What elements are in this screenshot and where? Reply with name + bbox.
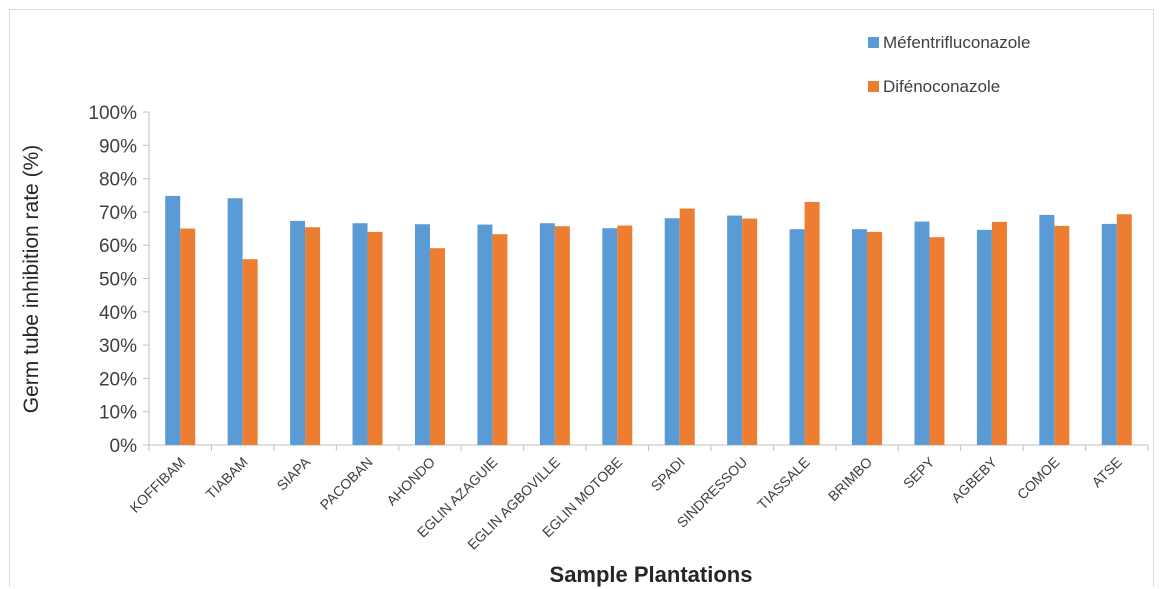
bar-series2	[1116, 214, 1132, 445]
x-category-label: ATSE	[1088, 454, 1124, 490]
y-tick-label: 80%	[99, 170, 137, 191]
bar-series2	[242, 259, 258, 445]
bar-series1	[852, 229, 868, 445]
bar-series1	[165, 195, 181, 445]
y-tick-label: 90%	[99, 136, 137, 157]
bar-series1	[727, 215, 743, 445]
bar-series1	[914, 221, 930, 445]
legend-swatch	[868, 81, 879, 92]
bar-series2	[991, 221, 1007, 445]
x-category-label: SEPY	[900, 453, 938, 491]
bar-series1	[352, 223, 368, 445]
bar-series1	[227, 198, 243, 445]
y-tick-label: 10%	[99, 403, 137, 424]
y-tick-label: 60%	[99, 236, 137, 257]
y-tick-label: 20%	[99, 369, 137, 390]
x-category-label: SIAPA	[273, 453, 313, 493]
x-category-label: AGBEBY	[948, 453, 1000, 505]
bar-series2	[554, 226, 570, 445]
bar-series1	[477, 224, 493, 445]
bar-series1	[789, 229, 805, 445]
bar-series2	[929, 237, 945, 445]
bar-series1	[1101, 223, 1117, 445]
bar-series1	[539, 223, 555, 445]
bar-series1	[602, 228, 618, 445]
x-category-label: BRIMBO	[825, 454, 875, 504]
bar-series2	[305, 227, 321, 445]
y-axis: 0% 10% 20% 30% 40% 50% 60% 70% 80% 90% 100%	[88, 103, 150, 457]
x-category-label: PACOBAN	[317, 454, 376, 513]
x-category-label: TIABAM	[203, 454, 251, 502]
x-category-label: KOFFIBAM	[126, 454, 188, 516]
bar-series1	[290, 220, 306, 445]
y-axis-title: Germ tube inhibition rate (%)	[20, 145, 43, 413]
bar-series2	[617, 225, 633, 445]
bar-series2	[867, 231, 883, 445]
y-tick-label: 0%	[110, 436, 138, 457]
bar-series2	[742, 218, 758, 445]
y-tick-label: 50%	[99, 270, 137, 291]
y-tick-label: 100%	[88, 103, 137, 124]
bar-series1	[976, 229, 992, 445]
chart-frame	[9, 9, 1154, 587]
x-category-label: AHONDO	[383, 454, 438, 509]
x-category-label: TIASSALE	[754, 454, 813, 513]
y-tick-label: 40%	[99, 303, 137, 324]
bar-series2	[492, 234, 508, 445]
legend: Méfentrifluconazole Difénoconazole	[868, 33, 1030, 96]
y-tick-label: 70%	[99, 203, 137, 224]
legend-label: Difénoconazole	[883, 77, 1000, 96]
bar-series2	[429, 248, 445, 445]
bar-series1	[664, 218, 680, 445]
bar-series1	[1039, 214, 1055, 445]
bar-series2	[367, 231, 383, 445]
bars	[165, 195, 1132, 445]
bar-series2	[804, 201, 820, 445]
bar-series2	[180, 228, 196, 445]
x-category-label: COMOE	[1014, 454, 1063, 503]
bar-series2	[1054, 225, 1070, 445]
legend-label: Méfentrifluconazole	[883, 33, 1030, 52]
x-axis-title: Sample Plantations	[550, 562, 753, 587]
y-tick-label: 30%	[99, 336, 137, 357]
bar-series2	[679, 208, 695, 445]
legend-swatch	[868, 37, 879, 48]
x-category-label: SPADI	[648, 454, 688, 494]
bar-series1	[414, 224, 430, 445]
